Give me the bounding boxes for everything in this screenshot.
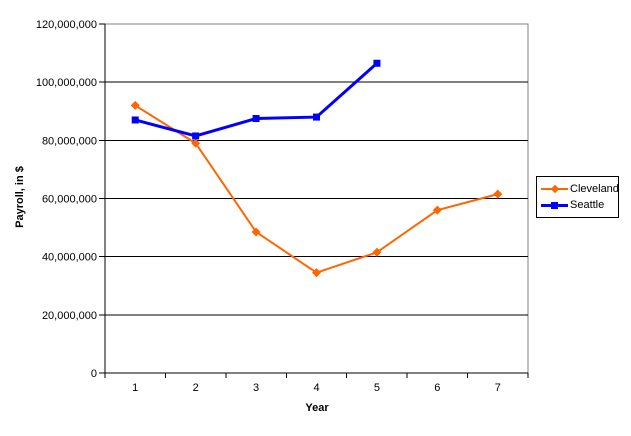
legend-label-seattle: Seattle: [570, 199, 605, 211]
y-axis-title: Payroll, in $: [14, 166, 26, 228]
svg-text:4: 4: [313, 382, 319, 394]
svg-text:3: 3: [253, 382, 259, 394]
legend-item-cleveland: Cleveland: [541, 181, 619, 197]
svg-text:7: 7: [495, 382, 501, 394]
svg-text:6: 6: [434, 382, 440, 394]
legend-item-seattle: Seattle: [541, 197, 616, 213]
svg-text:2: 2: [193, 382, 199, 394]
svg-text:1: 1: [132, 382, 138, 394]
svg-text:0: 0: [91, 368, 97, 380]
x-axis-title: Year: [305, 402, 329, 414]
seattle-line-square-marker-icon: [541, 200, 568, 210]
svg-text:20,000,000: 20,000,000: [42, 310, 97, 322]
legend-label-cleveland: Cleveland: [570, 183, 619, 195]
svg-text:100,000,000: 100,000,000: [36, 77, 97, 89]
svg-text:120,000,000: 120,000,000: [36, 19, 97, 31]
svg-text:60,000,000: 60,000,000: [42, 194, 97, 206]
cleveland-line-diamond-marker-icon: [541, 184, 568, 194]
svg-text:40,000,000: 40,000,000: [42, 252, 97, 264]
svg-text:5: 5: [374, 382, 380, 394]
legend: Cleveland Seattle: [536, 176, 619, 218]
svg-text:80,000,000: 80,000,000: [42, 135, 97, 147]
